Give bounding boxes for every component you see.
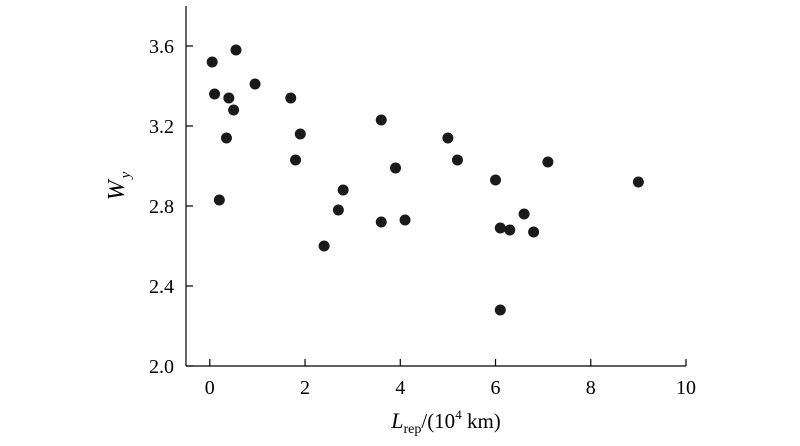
x-tick-label: 2 xyxy=(300,377,310,399)
data-point xyxy=(209,88,221,100)
data-point xyxy=(494,304,506,316)
y-tick-label: 2.4 xyxy=(149,276,174,298)
data-point xyxy=(332,204,344,216)
axes xyxy=(185,6,686,367)
data-point xyxy=(442,132,454,144)
data-point xyxy=(285,92,297,104)
data-point xyxy=(337,184,349,196)
data-point xyxy=(504,224,516,236)
data-point xyxy=(451,154,463,166)
data-point xyxy=(223,92,235,104)
y-axis-title: Wy xyxy=(104,171,134,200)
data-point xyxy=(375,114,387,126)
data-point xyxy=(490,174,502,186)
y-tick-label: 3.6 xyxy=(149,36,174,58)
data-point xyxy=(518,208,530,220)
data-point xyxy=(249,78,261,90)
data-points xyxy=(206,44,644,316)
x-axis-title-unit-suffix: km) xyxy=(462,409,501,433)
y-ticks: 2.0 2.4 2.8 3.2 3.6 xyxy=(149,36,193,378)
y-axis-title-main: W xyxy=(104,178,130,200)
data-point xyxy=(230,44,242,56)
data-point xyxy=(632,176,644,188)
data-point xyxy=(494,222,506,234)
x-tick-label: 10 xyxy=(676,377,696,399)
data-point xyxy=(294,128,306,140)
data-point xyxy=(390,162,402,174)
data-point xyxy=(228,104,240,116)
x-tick-label: 0 xyxy=(205,377,215,399)
data-point xyxy=(206,56,218,68)
data-point xyxy=(528,226,540,238)
x-tick-label: 8 xyxy=(586,377,596,399)
x-axis-title-superscript: 4 xyxy=(455,407,462,422)
y-tick-label: 2.0 xyxy=(149,356,174,378)
x-axis-title-sub: rep xyxy=(403,422,421,437)
x-ticks: 0 2 4 6 8 10 xyxy=(205,359,696,399)
data-point xyxy=(318,240,330,252)
x-axis-title-main: L xyxy=(390,408,403,433)
data-point xyxy=(213,194,225,206)
y-axis-title-sub: y xyxy=(118,171,134,180)
x-axis-title: Lrep/(104 km) xyxy=(390,407,501,437)
x-tick-label: 4 xyxy=(395,377,405,399)
data-point xyxy=(542,156,554,168)
y-tick-label: 3.2 xyxy=(149,116,174,138)
data-point xyxy=(375,216,387,228)
data-point xyxy=(399,214,411,226)
x-tick-label: 6 xyxy=(491,377,501,399)
data-point xyxy=(290,154,302,166)
x-axis-title-unit-prefix: /(10 xyxy=(421,409,455,433)
y-tick-label: 2.8 xyxy=(149,196,174,218)
data-point xyxy=(220,132,232,144)
